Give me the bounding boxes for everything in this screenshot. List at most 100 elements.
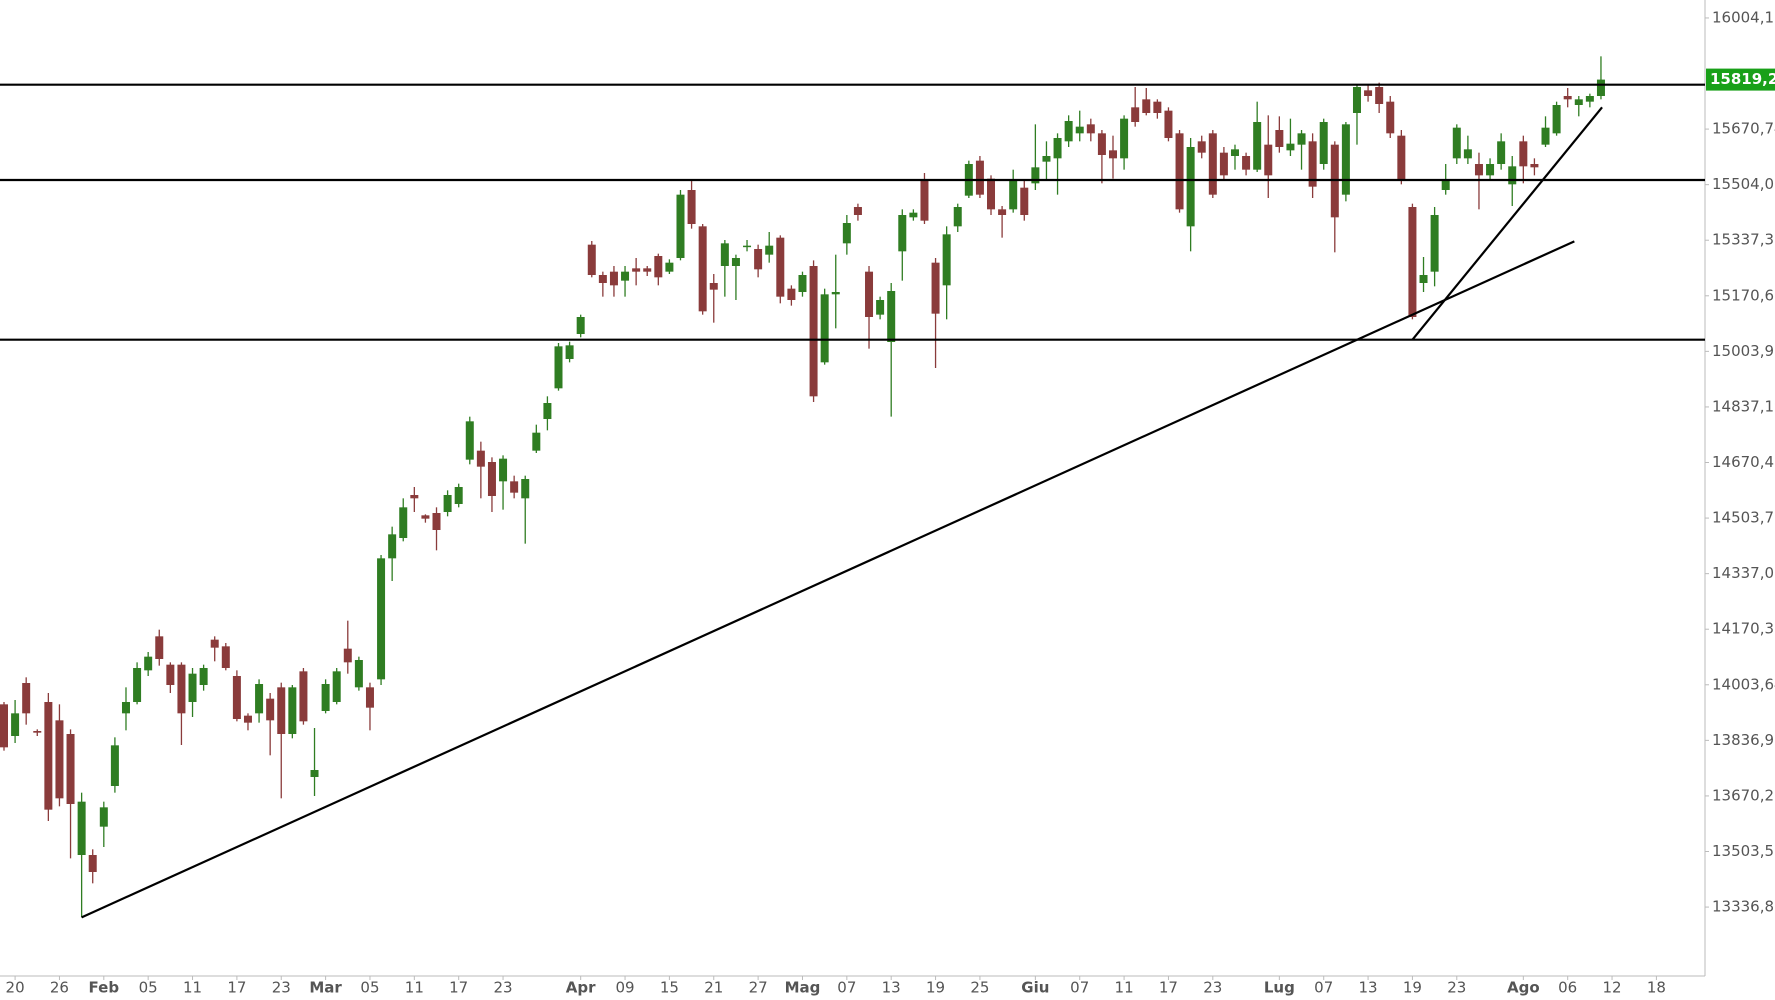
candle-body (987, 178, 996, 210)
candle-body (687, 190, 696, 224)
candle-body (853, 207, 862, 215)
candle-body (1508, 166, 1517, 185)
candle-body (332, 671, 341, 702)
x-tick-label: 18 (1647, 979, 1666, 997)
candle-body (487, 462, 496, 496)
candle-body (898, 215, 907, 252)
candle-body (743, 245, 752, 248)
candle-body (787, 288, 796, 300)
candle-body (953, 207, 962, 227)
candle-body (998, 209, 1007, 215)
candle-body (343, 648, 352, 663)
candle-body (887, 291, 896, 342)
y-tick-label: 15170,61 (1712, 286, 1775, 304)
candle-body (1519, 141, 1528, 167)
candle-body (920, 181, 929, 221)
candle-body (1142, 99, 1151, 113)
y-tick-label: 15337,32 (1712, 231, 1775, 249)
candle-body (388, 534, 397, 559)
candle-body (643, 268, 652, 272)
candle-body (1319, 122, 1328, 164)
y-tick-label: 15003,90 (1712, 342, 1775, 360)
candle-body (809, 266, 818, 397)
candle-body (199, 668, 208, 685)
candle-body (1364, 90, 1373, 96)
candle-body (632, 268, 641, 272)
x-tick-label: 13 (1359, 979, 1378, 997)
candle-body (1419, 275, 1428, 283)
candle-body (1341, 124, 1350, 195)
candle-body (321, 684, 330, 711)
candle-body (188, 673, 197, 702)
x-tick-label: 27 (749, 979, 768, 997)
candle-body (1585, 96, 1594, 102)
candle-body (454, 487, 463, 504)
candle-body (1397, 135, 1406, 181)
x-tick-label: 07 (1314, 979, 1333, 997)
candle-body (133, 668, 142, 702)
trend-line (81, 240, 1575, 919)
candle-body (1109, 150, 1117, 159)
candle-body (22, 683, 31, 714)
candle-body (55, 720, 64, 799)
candle-body (499, 458, 508, 482)
candle-body (931, 262, 940, 314)
candle-body (1131, 107, 1140, 122)
candle-body (1120, 118, 1129, 159)
candle-body (554, 346, 563, 389)
candle-body (33, 731, 42, 733)
candle-body (1253, 122, 1262, 170)
x-tick-label: 26 (50, 979, 69, 997)
candle-body (975, 160, 984, 195)
y-tick-label: 13503,51 (1712, 842, 1775, 860)
candle-body (1197, 141, 1206, 153)
candle-body (1009, 181, 1018, 210)
candle-body (1219, 152, 1228, 176)
candle-body (1075, 126, 1084, 134)
candle-body (1452, 127, 1461, 159)
candle-body (876, 300, 885, 315)
candle-body (731, 258, 740, 266)
candle-body (1352, 87, 1361, 113)
candle-body (1164, 110, 1173, 138)
candle-body (166, 664, 175, 685)
candle-body (88, 855, 97, 872)
candle-body (299, 671, 308, 722)
candle-body (765, 245, 774, 255)
candle-body (243, 715, 252, 723)
candle-body (865, 271, 874, 317)
candle-body (354, 660, 363, 688)
y-tick-label: 14503,77 (1712, 509, 1775, 527)
y-tick-label: 15670,74 (1712, 120, 1775, 138)
candle-body (432, 513, 441, 530)
candle-body (110, 745, 119, 786)
x-tick-label: Feb (89, 979, 120, 997)
candle-body (1541, 127, 1550, 145)
y-tick-label: 14670,48 (1712, 453, 1775, 471)
x-tick-label: Giu (1021, 979, 1049, 997)
candle-body (609, 271, 618, 286)
y-tick-label: 14837,19 (1712, 397, 1775, 415)
candle-body (720, 243, 729, 266)
x-tick-label: 19 (926, 979, 945, 997)
candle-body (221, 646, 230, 668)
y-tick-label: 14170,35 (1712, 620, 1775, 638)
x-tick-label: 13 (882, 979, 901, 997)
x-tick-label: 07 (837, 979, 856, 997)
candle-body (1275, 130, 1284, 147)
candle-body (842, 223, 851, 244)
candle-body (1020, 187, 1029, 215)
y-tick-label: 16004,16 (1712, 8, 1775, 26)
x-tick-label: Apr (566, 979, 596, 997)
x-tick-label: 23 (1447, 979, 1466, 997)
candle-body (1375, 87, 1384, 104)
x-tick-label: 17 (449, 979, 468, 997)
last-price-label: 15819,20 (1710, 70, 1775, 88)
y-tick-label: 14337,06 (1712, 564, 1775, 582)
candle-body (1097, 133, 1106, 155)
x-tick-label: 09 (615, 979, 634, 997)
candle-body (310, 770, 319, 777)
candle-body (1186, 147, 1195, 227)
x-tick-label: 15 (660, 979, 679, 997)
candle-body (798, 275, 807, 292)
